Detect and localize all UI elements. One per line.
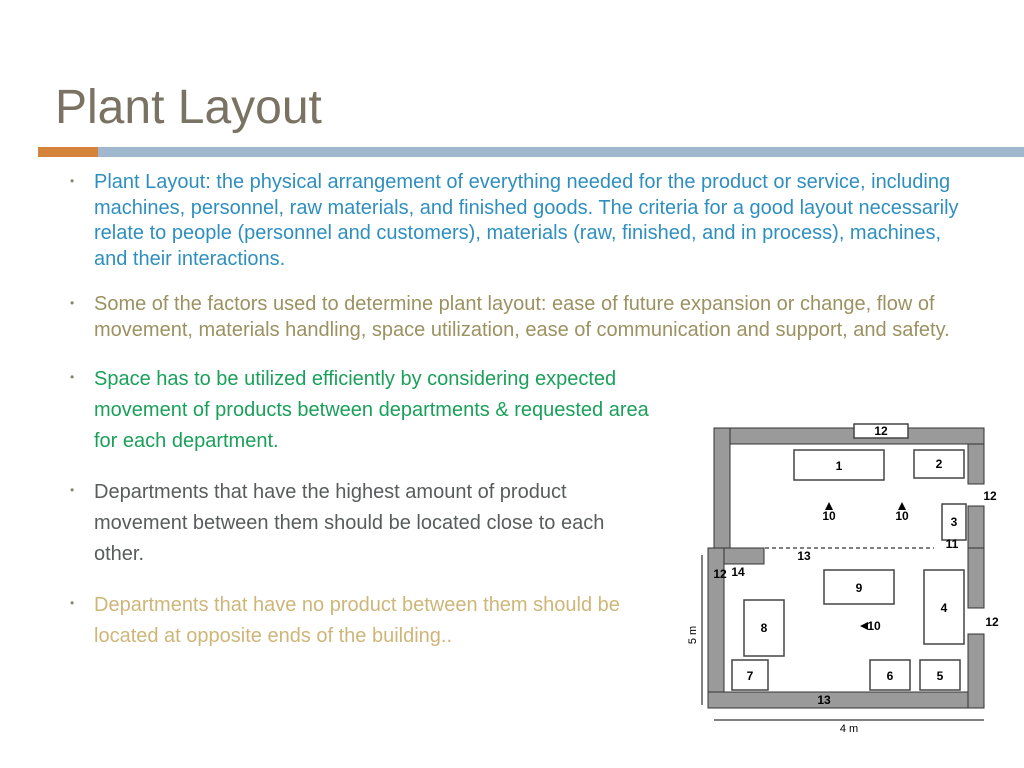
arrow-10c <box>860 622 868 630</box>
bar-gap <box>0 147 38 157</box>
label-12d: 12 <box>985 615 999 629</box>
label-14: 14 <box>731 565 745 579</box>
label-13b: 13 <box>817 693 831 707</box>
dim-x-label: 4 m <box>840 723 858 732</box>
wall-top <box>714 428 984 444</box>
arrow-10b <box>898 502 906 510</box>
wall-left-upper <box>714 428 730 548</box>
title-underline-bar <box>0 147 1024 157</box>
label-7: 7 <box>747 669 754 683</box>
slide: Plant Layout Plant Layout: the physical … <box>0 0 1024 768</box>
wall-inset <box>724 548 764 564</box>
label-12b: 12 <box>983 489 997 503</box>
label-10c: 10 <box>867 619 881 633</box>
bullet-4: Departments that have no product between… <box>64 590 654 652</box>
bar-accent <box>38 147 98 157</box>
label-6: 6 <box>887 669 894 683</box>
wall-right-lower-a <box>968 548 984 608</box>
bullet-1: Some of the factors used to determine pl… <box>64 292 964 343</box>
label-11: 11 <box>946 537 959 551</box>
wall-right-upper-a <box>968 444 984 484</box>
slide-title: Plant Layout <box>55 80 322 135</box>
wall-bottom <box>708 692 984 708</box>
dim-y-label: 5 m <box>687 626 699 644</box>
bullet-3: Departments that have the highest amount… <box>64 477 654 570</box>
label-1: 1 <box>836 459 843 473</box>
label-3: 3 <box>951 515 958 529</box>
label-10a: 10 <box>822 509 836 523</box>
label-10b: 10 <box>895 509 909 523</box>
floorplan-diagram: 5 m 4 m 12 1 2 12 3 10 10 <box>684 420 1004 732</box>
wall-right-upper-b <box>968 506 984 548</box>
label-12a: 12 <box>874 424 888 438</box>
bar-fill <box>98 147 1024 157</box>
label-9: 9 <box>856 581 863 595</box>
label-12c: 12 <box>713 567 727 581</box>
bullet-0: Plant Layout: the physical arrangement o… <box>64 170 964 272</box>
floorplan-svg: 5 m 4 m 12 1 2 12 3 10 10 <box>684 420 1004 732</box>
wall-right-lower-b <box>968 634 984 708</box>
label-13a: 13 <box>797 549 811 563</box>
label-5: 5 <box>937 669 944 683</box>
label-8: 8 <box>761 621 768 635</box>
label-4: 4 <box>941 601 948 615</box>
label-2: 2 <box>936 457 943 471</box>
arrow-10a <box>825 502 833 510</box>
bullet-2: Space has to be utilized efficiently by … <box>64 364 654 457</box>
